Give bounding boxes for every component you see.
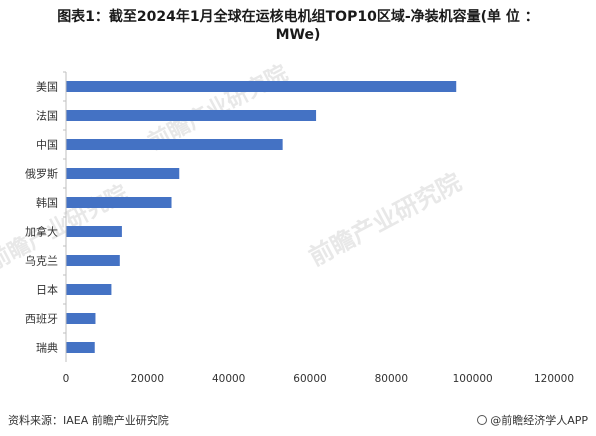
x-tick-label: 100000: [453, 373, 493, 385]
category-label: 韩国: [36, 196, 58, 210]
brand-credit: @前瞻经济学人APP: [477, 412, 588, 428]
category-label: 乌克兰: [25, 254, 58, 268]
category-label: 美国: [36, 81, 58, 94]
chart-title-line1: 图表1：截至2024年1月全球在运核电机组TOP10区域-净装机容量(单 位 ：: [57, 9, 539, 25]
source-note: 资料来源：IAEA 前瞻产业研究院: [8, 414, 169, 427]
x-tick-label: 0: [63, 373, 70, 385]
x-tick-label: 120000: [534, 373, 574, 385]
x-tick-label: 60000: [293, 373, 326, 385]
bar: [66, 81, 457, 92]
bar: [66, 197, 172, 208]
chart-title: 图表1：截至2024年1月全球在运核电机组TOP10区域-净装机容量(单 位 ：…: [0, 8, 596, 44]
chart-title-line2: MWe): [275, 27, 321, 43]
bar: [66, 255, 120, 266]
bar: [66, 168, 180, 179]
bar: [66, 342, 95, 353]
brand-label: @前瞻经济学人APP: [490, 414, 588, 427]
category-label: 西班牙: [25, 313, 58, 326]
x-tick-label: 80000: [375, 373, 408, 385]
x-tick-label: 20000: [131, 373, 164, 385]
bar: [66, 313, 96, 324]
bar: [66, 139, 283, 150]
category-label: 俄罗斯: [25, 168, 58, 181]
brand-logo-icon: [477, 415, 488, 425]
category-label: 中国: [36, 139, 58, 152]
category-label: 法国: [36, 109, 58, 123]
category-label: 日本: [36, 283, 58, 297]
category-label: 瑞典: [36, 341, 58, 355]
bar: [66, 110, 317, 121]
bar: [66, 226, 122, 237]
category-label: 加拿大: [25, 225, 58, 239]
bar: [66, 284, 112, 295]
x-tick-label: 40000: [212, 373, 245, 385]
